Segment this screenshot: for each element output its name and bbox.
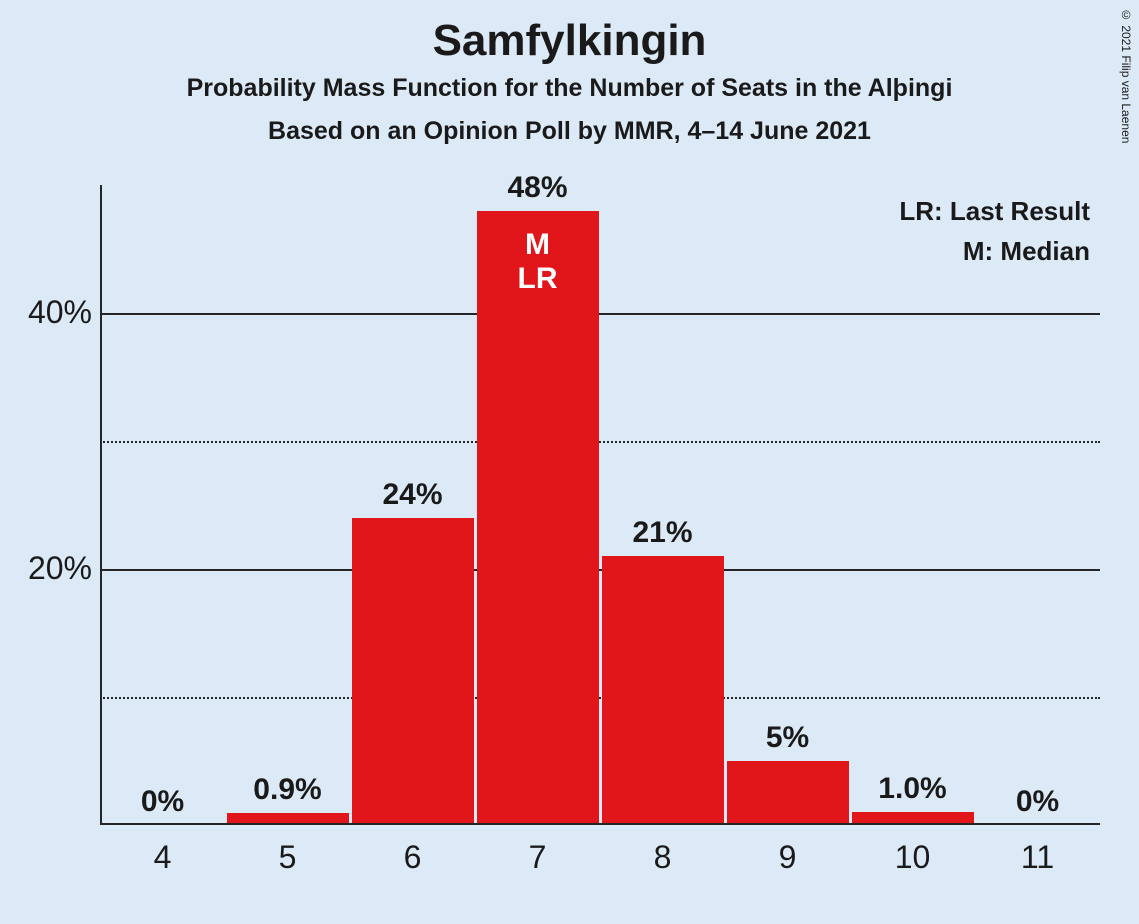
bar bbox=[602, 556, 724, 825]
bar-value-label: 48% bbox=[477, 171, 599, 205]
major-gridline bbox=[100, 569, 1100, 571]
bar bbox=[352, 518, 474, 825]
bar-marker-labels: MLR bbox=[477, 228, 599, 297]
y-axis bbox=[100, 185, 102, 825]
chart-subtitle-1: Probability Mass Function for the Number… bbox=[0, 74, 1139, 103]
x-tick-label: 5 bbox=[227, 839, 349, 876]
chart-subtitle-2: Based on an Opinion Poll by MMR, 4–14 Ju… bbox=[0, 117, 1139, 146]
marker-median: M bbox=[477, 228, 599, 263]
bar bbox=[477, 211, 599, 825]
x-tick-label: 9 bbox=[727, 839, 849, 876]
bar-value-label: 1.0% bbox=[852, 772, 974, 806]
bar bbox=[727, 761, 849, 825]
legend: LR: Last ResultM: Median bbox=[899, 191, 1090, 272]
plot-area: 0%0.9%24%48%21%5%1.0%0%MLRLR: Last Resul… bbox=[100, 185, 1100, 825]
x-tick-label: 8 bbox=[602, 839, 724, 876]
y-tick-label: 20% bbox=[28, 550, 92, 587]
minor-gridline bbox=[100, 441, 1100, 443]
x-tick-label: 10 bbox=[852, 839, 974, 876]
marker-lastresult: LR bbox=[477, 262, 599, 297]
minor-gridline bbox=[100, 697, 1100, 699]
x-tick-label: 7 bbox=[477, 839, 599, 876]
chart-title: Samfylkingin bbox=[0, 0, 1139, 66]
copyright-text: © 2021 Filip van Laenen bbox=[1119, 8, 1133, 143]
x-tick-label: 4 bbox=[102, 839, 224, 876]
bar-value-label: 21% bbox=[602, 516, 724, 550]
bar-value-label: 0.9% bbox=[227, 773, 349, 807]
bar-value-label: 0% bbox=[102, 785, 224, 819]
x-tick-label: 11 bbox=[977, 839, 1099, 876]
bar-value-label: 5% bbox=[727, 721, 849, 755]
y-tick-label: 40% bbox=[28, 294, 92, 331]
bar-value-label: 24% bbox=[352, 478, 474, 512]
legend-m: M: Median bbox=[899, 231, 1090, 271]
legend-lr: LR: Last Result bbox=[899, 191, 1090, 231]
bar-value-label: 0% bbox=[977, 785, 1099, 819]
x-axis bbox=[100, 823, 1100, 825]
major-gridline bbox=[100, 313, 1100, 315]
x-tick-label: 6 bbox=[352, 839, 474, 876]
